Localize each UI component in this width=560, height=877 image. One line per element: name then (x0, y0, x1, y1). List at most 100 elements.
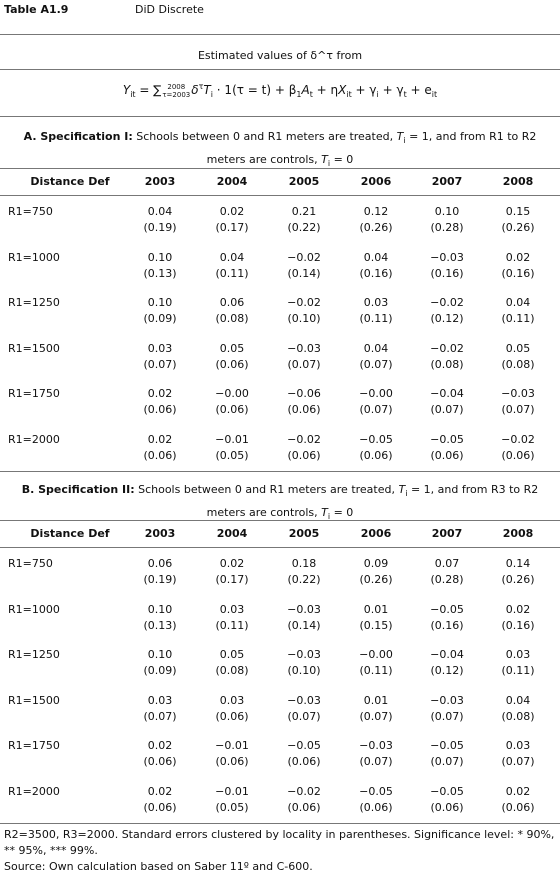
std-error: (0.07) (359, 709, 393, 723)
row-label: R1=1000 (8, 250, 60, 264)
estimate: −0.03 (430, 693, 464, 707)
std-error: (0.08) (215, 664, 249, 678)
row-label: R1=1250 (8, 648, 60, 662)
estimate: 0.10 (147, 250, 173, 264)
heading-part: A. Specification I: (23, 130, 133, 143)
column-header: 2007 (431, 527, 463, 540)
estimate: −0.05 (430, 785, 464, 798)
estimate: −0.06 (287, 387, 321, 401)
std-error: (0.08) (501, 709, 535, 723)
std-error: (0.06) (215, 755, 249, 769)
estimate: −0.05 (430, 433, 464, 446)
std-error: (0.06) (430, 449, 464, 462)
rule (0, 520, 560, 521)
std-error: (0.07) (143, 709, 177, 723)
std-error: (0.16) (359, 266, 393, 280)
estimate: 0.04 (363, 250, 389, 264)
heading-part: T (321, 153, 328, 166)
std-error: (0.22) (287, 573, 321, 586)
estimate: 0.03 (147, 341, 173, 355)
estimate: −0.05 (430, 602, 464, 616)
estimate: −0.02 (430, 341, 464, 355)
std-error: (0.07) (143, 357, 177, 371)
estimate: 0.09 (363, 557, 389, 570)
row-label: R1=1500 (8, 693, 60, 707)
rule (0, 168, 560, 169)
std-error: (0.07) (501, 755, 535, 769)
estimate: −0.00 (215, 387, 249, 401)
std-error: (0.11) (359, 312, 393, 326)
heading-part: T (321, 506, 328, 519)
std-error: (0.05) (215, 801, 249, 814)
estimate: 0.02 (147, 739, 173, 753)
estimate: 0.02 (219, 557, 245, 570)
rule (0, 34, 560, 35)
std-error: (0.11) (215, 618, 249, 632)
estimate: −0.03 (287, 602, 321, 616)
estimate: −0.03 (287, 648, 321, 662)
estimate: −0.02 (287, 433, 321, 446)
estimate: −0.02 (501, 433, 535, 446)
std-error: (0.06) (501, 449, 535, 462)
estimate: 0.14 (505, 557, 531, 570)
estimate: −0.00 (359, 387, 393, 401)
std-error: (0.07) (359, 357, 393, 371)
heading-part: T (398, 483, 406, 496)
estimate: 0.02 (505, 250, 531, 264)
formula: Yit = ∑ 2008 τ=2003 δτTi · 1(τ = t) + β1At … (0, 82, 560, 99)
std-error: (0.10) (287, 312, 321, 326)
std-error: (0.19) (143, 221, 177, 234)
std-error: (0.28) (430, 221, 464, 234)
estimate: −0.05 (430, 739, 464, 753)
panel-heading: B. Specification II: Schools between 0 a… (8, 480, 552, 526)
note: R2=3500, R3=2000. Standard errors cluste… (4, 828, 555, 857)
heading-part: = 1, and from R3 to R2 meters are contro… (206, 483, 539, 519)
row-label: R1=1000 (8, 602, 60, 616)
estimate: 0.05 (505, 341, 531, 355)
std-error: (0.08) (430, 357, 464, 371)
rule (0, 69, 560, 70)
heading-part: i (327, 159, 331, 168)
estimate: 0.03 (363, 296, 389, 310)
table-label: Table A1.9 (4, 3, 69, 16)
formula-part: i (376, 90, 379, 99)
std-error: (0.22) (287, 221, 321, 234)
std-error: (0.09) (143, 312, 177, 326)
row-label: R1=1250 (8, 296, 60, 310)
std-error: (0.07) (359, 403, 393, 417)
estimate: 0.15 (505, 205, 531, 218)
estimate: 0.02 (219, 205, 245, 218)
estimate: 0.10 (147, 648, 173, 662)
std-error: (0.10) (287, 664, 321, 678)
panel-heading: A. Specification I: Schools between 0 an… (8, 127, 552, 173)
std-error: (0.06) (287, 449, 321, 462)
formula-part: T (203, 83, 211, 97)
formula-part: t (309, 90, 313, 99)
formula-part: it (431, 90, 438, 99)
formula-part: 1 (296, 90, 302, 99)
estimate: 0.04 (219, 250, 245, 264)
estimate: −0.03 (430, 250, 464, 264)
estimate: −0.02 (287, 250, 321, 264)
std-error: (0.07) (287, 357, 321, 371)
formula-part: + η (312, 83, 339, 97)
heading-part: i (403, 136, 406, 145)
estimate: 0.10 (147, 602, 173, 616)
formula-part: t (403, 90, 407, 99)
estimate: 0.10 (434, 205, 460, 218)
estimate: −0.04 (430, 648, 464, 662)
estimate: −0.01 (215, 739, 249, 753)
estimate: 0.01 (363, 602, 389, 616)
estimate: −0.01 (215, 785, 249, 798)
formula-part: · 1(τ = t) + β (212, 83, 297, 97)
formula-part: δ (191, 83, 199, 97)
estimate: 0.03 (147, 693, 173, 707)
heading-part: = 0 (330, 153, 354, 166)
row-label: R1=750 (8, 205, 53, 218)
std-error: (0.14) (287, 266, 321, 280)
formula-part: i (210, 90, 213, 99)
std-error: (0.06) (215, 709, 249, 723)
estimate: −0.05 (287, 739, 321, 753)
estimate: 0.06 (147, 557, 173, 570)
